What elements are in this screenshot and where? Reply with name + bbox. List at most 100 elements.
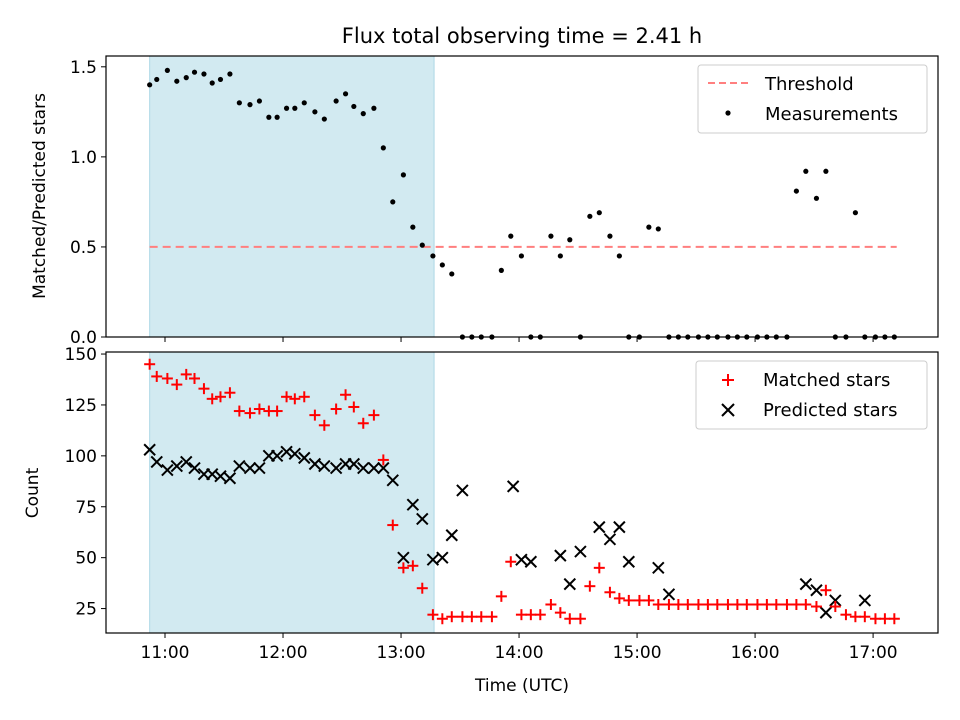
- panel-count-frame: [105, 351, 939, 634]
- predicted-stroke: [243, 461, 257, 475]
- matched-point: [593, 562, 605, 574]
- measurement-point: [217, 76, 224, 83]
- measurement-point: [813, 195, 820, 201]
- matched-point: [525, 609, 537, 621]
- predicted-stroke: [223, 472, 237, 485]
- matched-point: [515, 609, 527, 621]
- x-tick-label: 14:00: [495, 643, 544, 663]
- matched-point: [330, 403, 342, 415]
- matched-point: [427, 609, 439, 621]
- y-tick-label: 50: [75, 549, 97, 569]
- predicted-point: [214, 470, 227, 483]
- x-tick-label: 16:00: [731, 643, 780, 663]
- matched-point: [722, 598, 734, 610]
- matched-point: [829, 601, 841, 613]
- predicted-stroke: [253, 461, 266, 475]
- matched-point: [623, 594, 635, 606]
- measurement-point: [587, 213, 593, 219]
- measurement-point: [209, 80, 215, 86]
- legend-predicted-swatch: [721, 403, 735, 417]
- observing-span: [149, 351, 435, 634]
- predicted-stroke: [515, 553, 528, 566]
- measurement-point: [191, 69, 198, 75]
- predicted-point: [416, 512, 429, 526]
- panel-ratio-ylabel: Matched/Predicted stars: [30, 93, 50, 299]
- predicted-stroke: [318, 459, 331, 473]
- matched-point: [289, 393, 301, 405]
- measurement-point: [333, 98, 339, 104]
- matched-point: [253, 403, 265, 415]
- measurement-point: [646, 224, 652, 230]
- measurement-point: [183, 75, 189, 81]
- predicted-point: [223, 472, 237, 485]
- matched-point: [151, 370, 163, 382]
- predicted-stroke: [188, 461, 201, 475]
- predicted-point: [318, 459, 331, 473]
- matched-point: [574, 613, 586, 625]
- measurement-point: [236, 100, 242, 106]
- matched-point: [144, 358, 156, 370]
- predicted-stroke: [858, 594, 872, 607]
- predicted-stroke: [386, 474, 399, 487]
- legend-ratio: Threshold Measurements: [697, 64, 928, 134]
- predicted-stroke: [563, 577, 577, 591]
- predicted-stroke: [662, 588, 676, 601]
- predicted-point: [367, 461, 381, 475]
- measurement-point: [852, 210, 858, 216]
- matched-point: [456, 611, 468, 623]
- matched-point: [161, 372, 173, 384]
- predicted-stroke: [445, 529, 458, 542]
- matched-point: [224, 387, 236, 399]
- matched-point: [849, 611, 861, 623]
- matched-point: [397, 562, 409, 574]
- matched-point: [761, 598, 773, 610]
- measurement-point: [380, 145, 386, 151]
- panel-ratio-yaxis: 0.0 0.5 1.0 1.5: [70, 58, 106, 348]
- matched-point: [613, 592, 625, 604]
- measurement-point: [508, 233, 514, 239]
- legend-predicted-label: Predicted stars: [763, 400, 897, 421]
- chart-title: Flux total observing time = 2.41 h: [342, 24, 702, 48]
- measurement-point: [410, 224, 416, 230]
- matched-point: [711, 598, 723, 610]
- legend-matched-swatch: [722, 374, 734, 386]
- measurement-point: [174, 78, 180, 84]
- predicted-stroke: [819, 606, 833, 619]
- predicted-stroke: [593, 520, 606, 534]
- predicted-point: [426, 553, 440, 566]
- matched-point: [486, 611, 498, 623]
- predicted-point: [858, 594, 872, 607]
- predicted-stroke: [603, 533, 617, 546]
- matched-point: [368, 409, 380, 421]
- predicted-stroke: [506, 480, 520, 493]
- predicted-stroke: [150, 455, 163, 469]
- measurement-point: [301, 100, 307, 106]
- measurement-point: [147, 82, 153, 88]
- predicted-stroke: [622, 555, 636, 568]
- matched-point: [206, 393, 218, 405]
- predicted-point: [180, 455, 193, 469]
- x-tick-label: 11:00: [141, 643, 190, 663]
- predicted-point: [329, 461, 343, 475]
- predicted-stroke: [308, 457, 322, 471]
- matched-point: [214, 391, 226, 403]
- matched-point: [633, 594, 645, 606]
- matched-point: [751, 598, 763, 610]
- matched-point: [564, 613, 576, 625]
- predicted-stroke: [270, 449, 284, 463]
- predicted-point: [810, 584, 823, 597]
- predicted-stroke: [143, 443, 156, 456]
- predicted-point: [603, 533, 617, 546]
- measurement-point: [164, 67, 170, 74]
- panel-count-points-layer: [143, 358, 900, 625]
- matched-point: [357, 417, 369, 429]
- y-tick-label: 0.5: [70, 238, 97, 258]
- matched-point: [682, 598, 694, 610]
- predicted-point: [347, 457, 361, 471]
- matched-point: [770, 598, 782, 610]
- measurement-point: [655, 226, 661, 232]
- predicted-stroke: [554, 549, 567, 562]
- predicted-point: [243, 461, 257, 475]
- matched-point: [554, 607, 566, 619]
- predicted-point: [188, 461, 201, 475]
